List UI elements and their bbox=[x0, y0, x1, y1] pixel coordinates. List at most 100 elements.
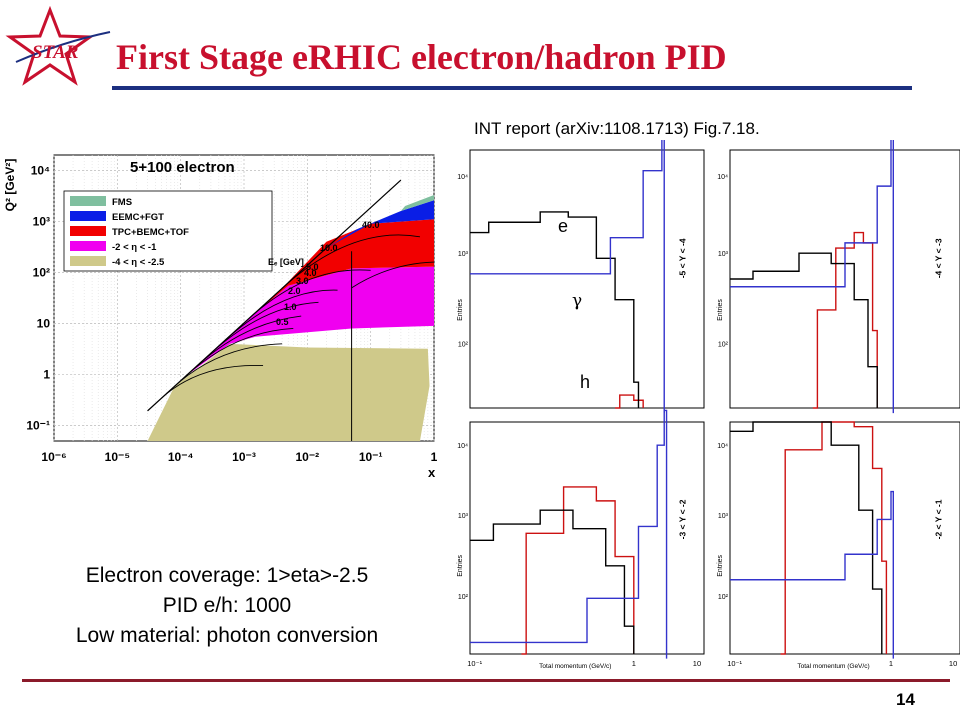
energy-line bbox=[196, 315, 302, 367]
panel-label: -4 < Y < -3 bbox=[934, 238, 944, 278]
energy-labels: 0.5 1.0 2.03.04.05.010.0 40.0 bbox=[276, 220, 380, 327]
legend-label: -2 < η < -1 bbox=[112, 242, 157, 253]
energy-line bbox=[161, 365, 264, 399]
series-line-h bbox=[730, 421, 883, 654]
x-tick-label: 10⁻² bbox=[295, 450, 319, 464]
energy-line-label: 10.0 bbox=[320, 243, 338, 253]
energy-line bbox=[224, 289, 338, 341]
series-label-e: e bbox=[558, 216, 568, 236]
y-tick-label: 10⁴ bbox=[717, 443, 728, 450]
y-tick-label: 10⁴ bbox=[31, 163, 50, 177]
panel-frame bbox=[729, 421, 960, 655]
y-tick-label: 1 bbox=[43, 368, 50, 382]
series-line-h bbox=[470, 509, 635, 654]
footer-rule bbox=[22, 679, 950, 682]
legend-label: EEMC+FGT bbox=[112, 212, 164, 223]
series-label-h: h bbox=[580, 372, 590, 392]
y-axis-title: Entries bbox=[457, 299, 464, 321]
energy-line-label: 1.0 bbox=[284, 302, 297, 312]
slide-title: First Stage eRHIC electron/hadron PID bbox=[116, 37, 727, 77]
bullet-pid: PID e/h: 1000 bbox=[162, 594, 292, 617]
energy-line bbox=[210, 301, 319, 354]
panel-label: -2 < Y < -1 bbox=[934, 499, 944, 539]
energy-line-label: 4.0 bbox=[304, 268, 317, 278]
y-tick-label: 10⁴ bbox=[717, 174, 728, 181]
x-tick-label: 10⁻³ bbox=[232, 450, 256, 464]
energy-line-label: 0.5 bbox=[276, 317, 289, 327]
energy-line bbox=[174, 343, 283, 387]
title-underline bbox=[112, 86, 912, 90]
coverage-area bbox=[147, 343, 430, 441]
star-logo-text: STAR bbox=[32, 42, 78, 63]
y-tick-label: 10² bbox=[718, 594, 729, 601]
reference-caption: INT report (arXiv:1108.1713) Fig.7.18. bbox=[474, 119, 760, 138]
bullet-electron-coverage: Electron coverage: 1>eta>-2.5 bbox=[85, 564, 369, 587]
legend-label: TPC+BEMC+TOF bbox=[112, 227, 189, 238]
series-line-gamma bbox=[615, 394, 644, 409]
chart-title: 5+100 electron bbox=[130, 159, 235, 176]
energy-line-label: 2.0 bbox=[288, 286, 301, 296]
energy-lines bbox=[147, 179, 435, 441]
y-tick-label: 10⁻¹ bbox=[26, 419, 50, 433]
star-icon bbox=[5, 6, 95, 86]
series-line-gamma bbox=[812, 231, 878, 409]
series-line-e bbox=[730, 490, 894, 659]
y-tick-label: 10³ bbox=[718, 251, 729, 258]
y-axis-title: Entries bbox=[717, 299, 724, 321]
panel-label: -5 < Y < -4 bbox=[677, 238, 687, 278]
energy-axis-label: Eₑ [GeV] bbox=[268, 257, 304, 267]
x-tick-labels: 10⁻⁶ 10⁻⁵ 10⁻⁴ 10⁻³ 10⁻² 10⁻¹ 1 bbox=[41, 450, 437, 464]
coverage-area bbox=[400, 194, 434, 212]
y-tick-label: 10³ bbox=[718, 513, 729, 520]
page-number: 14 bbox=[896, 690, 915, 709]
momentum-panel: -5 < Y < -4 Entries 10² 10³ 10⁴ bbox=[457, 140, 705, 414]
svg-text:Q² [GeV²]: Q² [GeV²] bbox=[3, 159, 17, 212]
y-axis-title: Entries bbox=[717, 554, 724, 576]
x-axis-title: Total momentum (GeV/c) bbox=[539, 663, 611, 670]
energy-line-label: 5.0 bbox=[306, 262, 319, 272]
series-line-gamma bbox=[521, 486, 635, 655]
legend-label: -4 < η < -2.5 bbox=[112, 257, 165, 268]
y-tick-label: 10² bbox=[458, 594, 469, 601]
coverage-area bbox=[249, 219, 434, 319]
y-tick-label: 10² bbox=[718, 342, 729, 349]
x-tick-label: 1 bbox=[431, 450, 438, 464]
panel-label: -3 < Y < -2 bbox=[677, 499, 687, 539]
momentum-panel: -2 < Y < -1 Entries 10² 10³ 10⁴ 10⁻¹ 1 10 Total … bbox=[717, 421, 960, 670]
energy-line-label: 40.0 bbox=[362, 220, 380, 230]
x-tick-label: 1 bbox=[632, 659, 636, 668]
x-tick-label: 10⁻⁴ bbox=[168, 450, 194, 464]
panel-frame bbox=[469, 149, 705, 409]
legend-swatch bbox=[70, 256, 106, 266]
energy-line bbox=[185, 328, 294, 377]
momentum-panel: -3 < Y < -2 Entries 10² 10³ 10⁴ 10⁻¹ 1 10 Total … bbox=[457, 409, 705, 670]
legend: FMS EEMC+FGT TPC+BEMC+TOF -2 < η < -1 -4 < η… bbox=[63, 190, 273, 272]
y-tick-label: 10² bbox=[33, 265, 50, 279]
energy-line bbox=[248, 269, 371, 319]
series-line-h bbox=[730, 252, 878, 408]
series-label-gamma: γ bbox=[572, 291, 582, 311]
y-axis-title: Entries bbox=[457, 554, 464, 576]
x-tick-label: 10 bbox=[949, 659, 957, 668]
x-tick-label: 10⁻¹ bbox=[359, 450, 383, 464]
y-tick-label: 10³ bbox=[458, 251, 469, 258]
coverage-area bbox=[185, 266, 434, 377]
y-tick-label: 10⁴ bbox=[457, 443, 468, 450]
x-axis-title: x bbox=[428, 465, 436, 480]
star-logo: STAR bbox=[5, 6, 111, 86]
series-line-h bbox=[470, 211, 640, 408]
momentum-distribution-chart: -5 < Y < -4 Entries 10² 10³ 10⁴ -4 < Y < -3 En… bbox=[457, 140, 960, 670]
series-line-e bbox=[470, 140, 665, 414]
plot-areas bbox=[147, 194, 434, 441]
x-axis-title: Total momentum (GeV/c) bbox=[797, 663, 869, 670]
x-tick-label: 10 bbox=[693, 659, 701, 668]
legend-swatch bbox=[70, 211, 106, 221]
y-tick-labels: 10⁻¹ 1 10 10² 10³ 10⁴ bbox=[26, 163, 50, 432]
x-tick-label: 1 bbox=[889, 659, 893, 668]
legend-swatch bbox=[70, 241, 106, 251]
acceptance-curve bbox=[351, 261, 435, 289]
series-line-gamma bbox=[780, 421, 888, 655]
energy-line-label: 3.0 bbox=[296, 276, 309, 286]
y-tick-label: 10³ bbox=[33, 214, 50, 228]
y-axis-title: Q² [GeV²] bbox=[3, 159, 17, 212]
